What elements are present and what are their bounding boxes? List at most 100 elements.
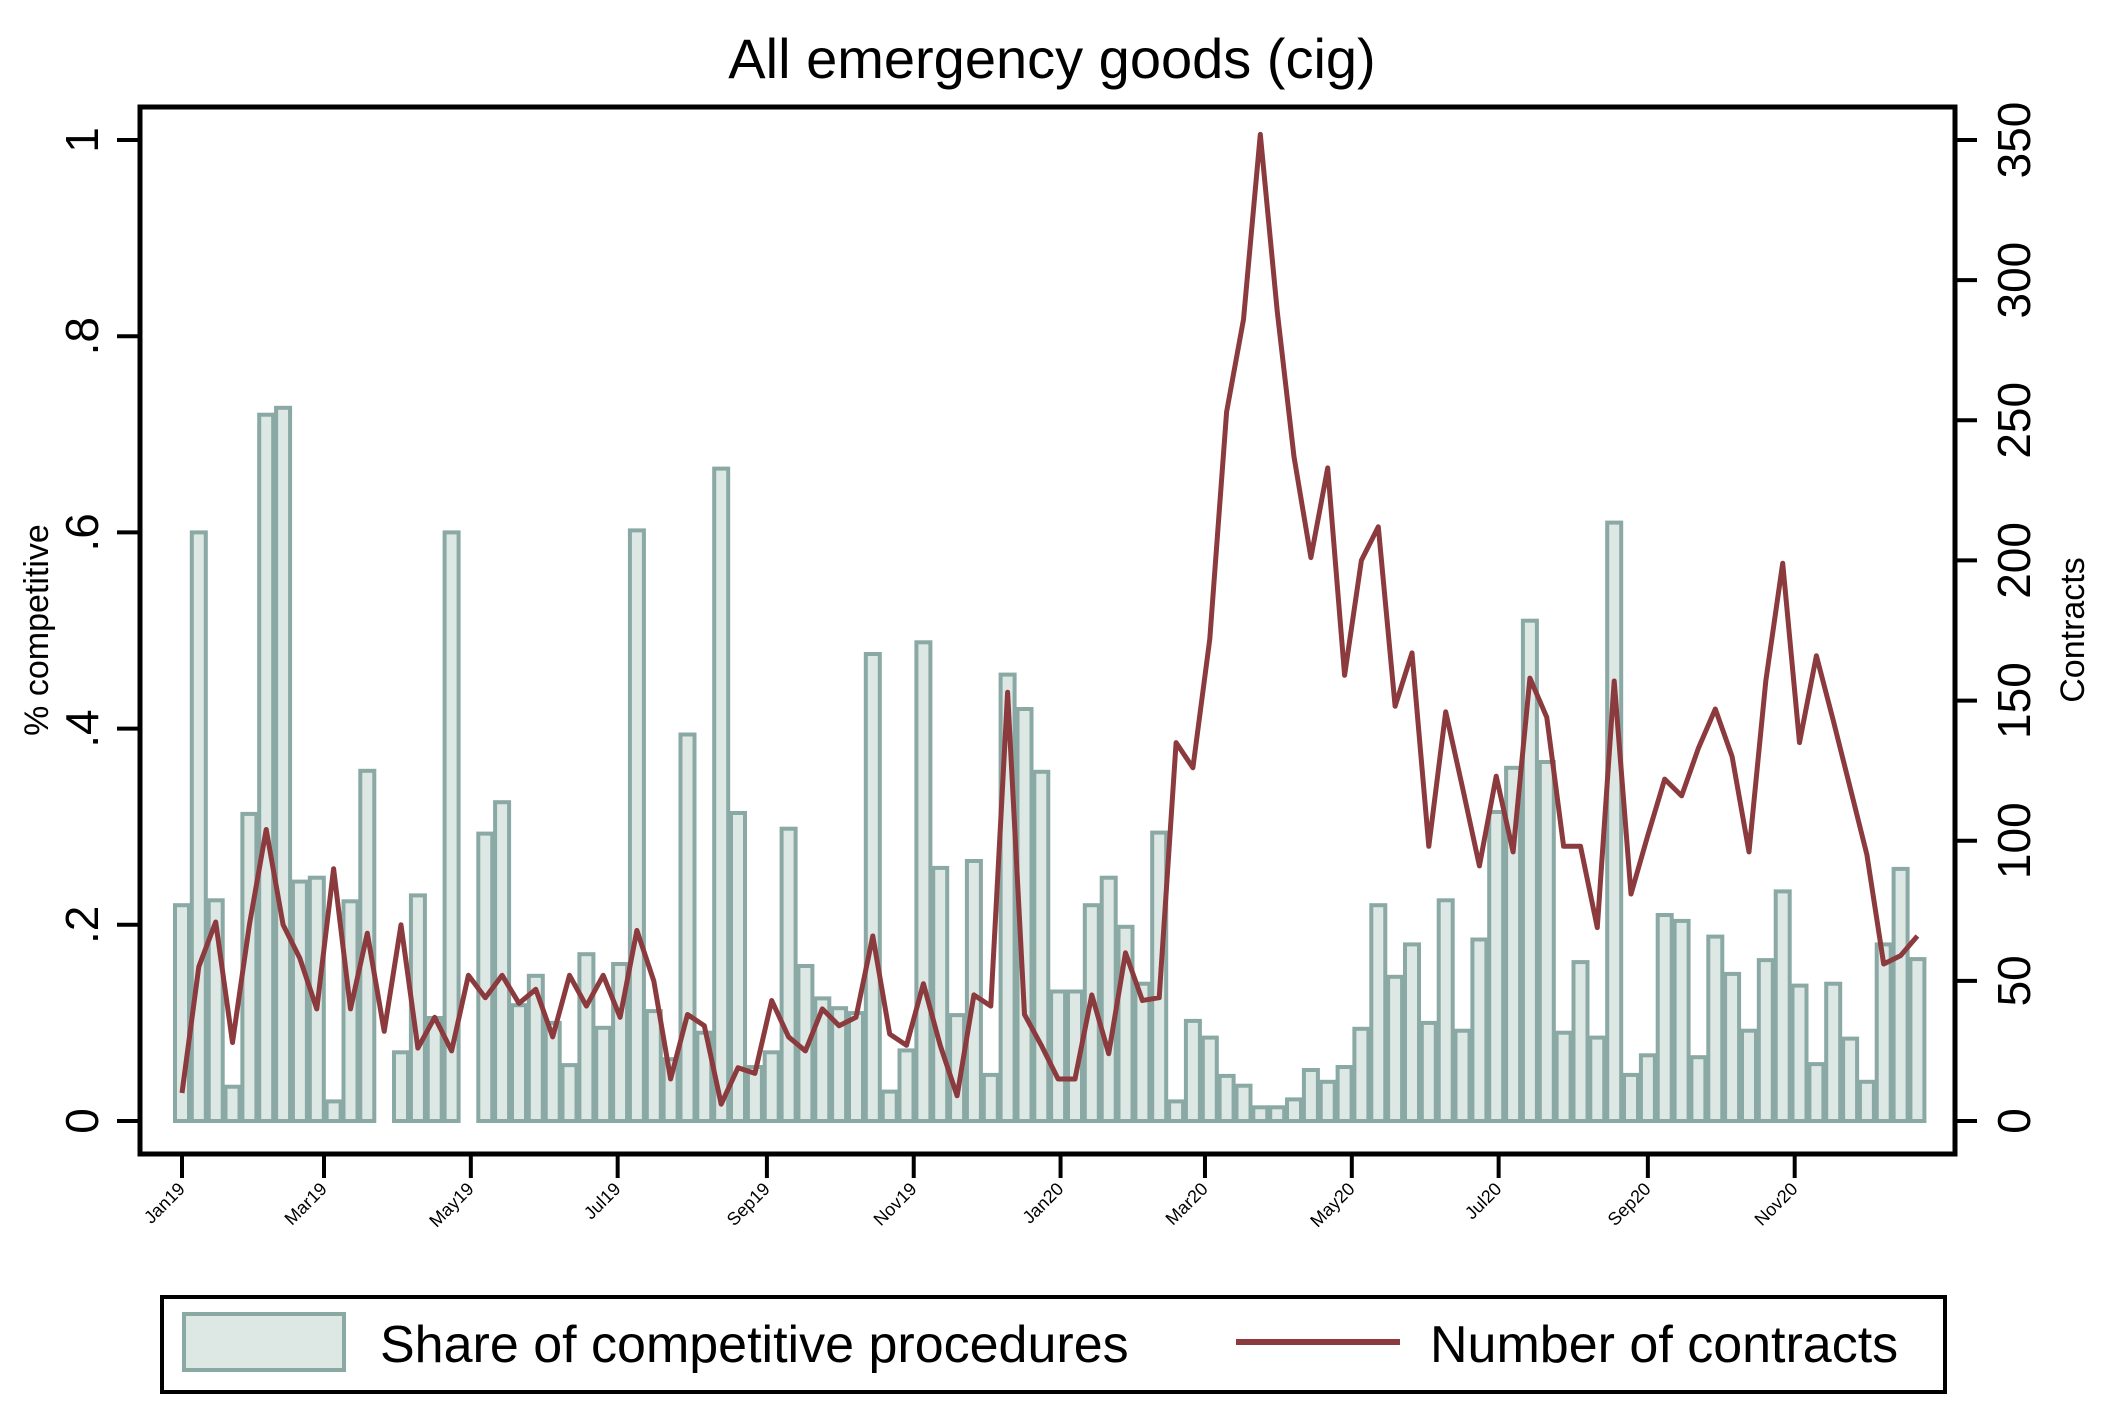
right-tick-label: 50 (1988, 955, 2040, 1006)
bar (847, 1011, 865, 1123)
left-axis-title: % competitive (18, 524, 56, 736)
bar (1099, 875, 1118, 1124)
legend-label-share: Share of competitive procedures (380, 1316, 1129, 1374)
bar (392, 1050, 410, 1124)
bar (1824, 981, 1843, 1124)
bar (1183, 1018, 1202, 1124)
bar (644, 1009, 663, 1123)
bar (1200, 1035, 1219, 1123)
bar (274, 405, 293, 1123)
bar (1352, 1026, 1371, 1124)
bar (1874, 942, 1893, 1124)
x-tick-label: Jul20 (1461, 1179, 1506, 1224)
bar (1217, 1073, 1236, 1124)
bar (1470, 937, 1489, 1123)
right-axis-title: Contracts (2054, 557, 2092, 703)
bar (1487, 810, 1506, 1123)
line-series-contracts (179, 131, 1920, 1107)
bar (290, 879, 309, 1123)
bar (1605, 520, 1624, 1123)
right-tick-label: 350 (1988, 102, 2040, 179)
bar (594, 1025, 613, 1124)
bar (1386, 974, 1405, 1123)
bar (1841, 1036, 1860, 1123)
left-axis: 0 .2 .4 .6 .8 1 (56, 127, 140, 1134)
bar (1251, 1105, 1270, 1124)
right-axis: 0 50 100 150 200 250 300 350 (1955, 102, 2040, 1134)
bar (1504, 765, 1523, 1123)
bar (931, 865, 950, 1124)
bar (510, 1003, 528, 1124)
legend-label-contracts: Number of contracts (1430, 1316, 1898, 1374)
bar (1268, 1105, 1287, 1124)
bar (1167, 1099, 1186, 1124)
bar (863, 652, 882, 1123)
bar (1453, 1028, 1472, 1123)
x-tick-label: Jul19 (580, 1179, 625, 1224)
bar (1857, 1079, 1876, 1124)
bar (1740, 1028, 1758, 1123)
bar (627, 528, 646, 1123)
bar (981, 1072, 1000, 1124)
bar (442, 530, 461, 1123)
bar (257, 412, 276, 1123)
bar (897, 1048, 916, 1124)
bar (560, 1063, 579, 1123)
bar (1032, 769, 1051, 1123)
bar (1588, 1035, 1607, 1123)
bar (830, 1006, 849, 1124)
chart-title: All emergency goods (cig) (728, 27, 1375, 90)
x-axis: Jan19 Mar19 May19 Jul19 Sep19 Nov19 Jan20 Mar20… (140, 1154, 1802, 1231)
bar (1773, 889, 1792, 1124)
bar (1622, 1072, 1640, 1124)
bar (1285, 1097, 1303, 1124)
x-tick-label: Mar19 (281, 1179, 331, 1229)
bar (577, 952, 596, 1124)
right-tick-label: 250 (1988, 382, 2040, 459)
bar (1756, 958, 1775, 1123)
bar (813, 996, 832, 1124)
bar (1234, 1083, 1253, 1123)
legend-box (160, 1295, 1947, 1394)
x-tick-label: Sep20 (1604, 1179, 1655, 1230)
bar (678, 732, 697, 1123)
left-tick-label: .8 (56, 317, 108, 355)
left-tick-label: 1 (56, 127, 108, 153)
bar (324, 1099, 343, 1124)
bar (1706, 934, 1725, 1123)
bar (1571, 960, 1590, 1123)
bar (1335, 1065, 1354, 1123)
bar (1318, 1079, 1337, 1124)
right-tick-label: 300 (1988, 242, 2040, 319)
bar (1436, 898, 1455, 1123)
bar (543, 1020, 562, 1124)
bar (223, 1084, 242, 1123)
bar (1133, 981, 1152, 1124)
x-tick-label: Nov20 (1751, 1179, 1802, 1230)
bar (493, 800, 512, 1123)
bar (1672, 918, 1691, 1124)
bar (729, 811, 747, 1123)
bar (189, 530, 208, 1123)
bar (1790, 983, 1809, 1123)
bar (779, 826, 798, 1123)
bar (1403, 942, 1421, 1124)
left-tick-label: .4 (56, 709, 108, 747)
bar (914, 640, 933, 1123)
x-tick-label: May20 (1306, 1179, 1358, 1231)
plot-frame (137, 104, 1958, 1157)
bar (1301, 1068, 1320, 1123)
right-tick-label: 150 (1988, 662, 2040, 739)
bar (1554, 1030, 1573, 1123)
left-tick-label: 0 (56, 1108, 108, 1134)
bar (880, 1089, 899, 1123)
bar (1369, 903, 1388, 1124)
bar (1807, 1062, 1826, 1123)
legend: Share of competitive procedures Number o… (160, 1295, 1947, 1394)
bar (526, 973, 545, 1123)
x-tick-label: Nov19 (870, 1179, 921, 1230)
x-tick-label: Sep19 (723, 1179, 774, 1230)
bar (1537, 760, 1556, 1123)
bar (1723, 971, 1742, 1124)
bar (1419, 1020, 1438, 1124)
